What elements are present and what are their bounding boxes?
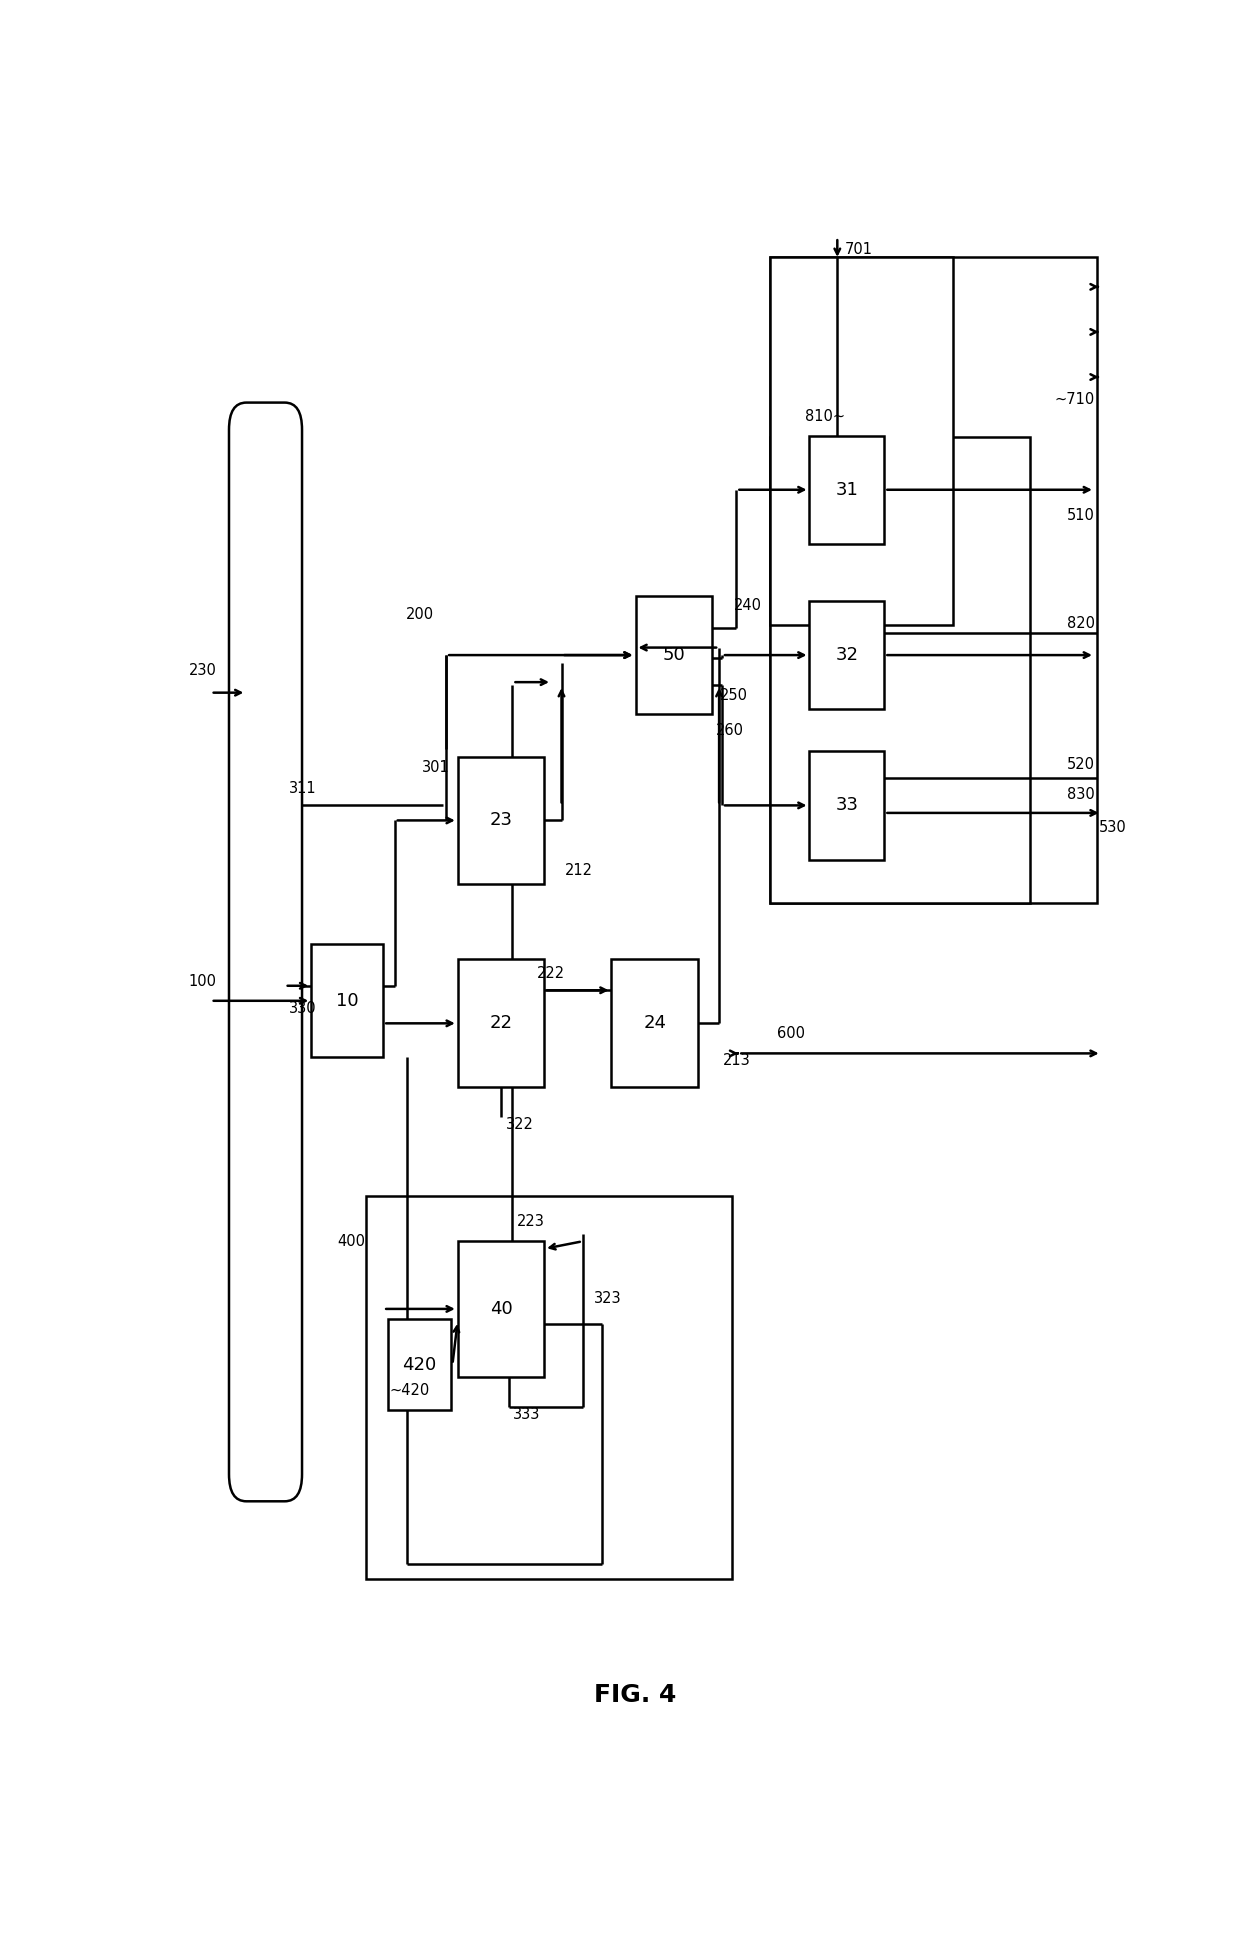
FancyBboxPatch shape [388,1320,450,1409]
Text: 250: 250 [720,689,748,703]
Text: 230: 230 [188,662,217,677]
Text: 510: 510 [1066,508,1095,523]
Text: 31: 31 [836,480,858,500]
Text: 600: 600 [776,1027,805,1040]
FancyBboxPatch shape [770,258,952,625]
Text: 301: 301 [422,761,449,775]
Text: 33: 33 [836,796,858,814]
Text: 213: 213 [723,1054,750,1068]
Text: ~710: ~710 [1054,392,1095,408]
FancyBboxPatch shape [229,402,303,1501]
FancyBboxPatch shape [367,1197,732,1579]
Text: 23: 23 [490,812,512,830]
Text: 240: 240 [734,597,761,613]
FancyBboxPatch shape [635,597,712,714]
Text: 223: 223 [517,1214,546,1230]
Text: 820: 820 [1066,617,1095,630]
Text: 311: 311 [289,781,316,796]
Text: 100: 100 [188,974,217,990]
Text: FIG. 4: FIG. 4 [594,1683,677,1708]
Text: 50: 50 [662,646,686,664]
Text: 260: 260 [717,722,744,738]
FancyBboxPatch shape [810,601,884,709]
Text: 323: 323 [594,1290,621,1306]
FancyBboxPatch shape [770,258,1096,904]
Text: 222: 222 [537,966,564,982]
Text: 701: 701 [844,242,873,258]
Text: 400: 400 [337,1234,366,1249]
Text: 520: 520 [1066,757,1095,773]
Text: 40: 40 [490,1300,512,1318]
FancyBboxPatch shape [458,757,544,884]
Text: 530: 530 [1099,820,1126,835]
FancyBboxPatch shape [770,437,1029,904]
Text: 333: 333 [512,1407,539,1421]
Text: 32: 32 [836,646,858,664]
Text: 10: 10 [336,992,358,1009]
FancyBboxPatch shape [458,960,544,1087]
FancyBboxPatch shape [810,435,884,545]
Text: 810~: 810~ [805,408,844,424]
Text: 24: 24 [644,1015,666,1033]
FancyBboxPatch shape [611,960,698,1087]
Text: 322: 322 [506,1117,533,1132]
FancyBboxPatch shape [810,752,884,859]
Text: ~420: ~420 [389,1382,430,1398]
FancyBboxPatch shape [311,945,383,1058]
Text: 420: 420 [402,1355,436,1374]
Text: 830: 830 [1068,787,1095,802]
Text: 200: 200 [405,607,434,623]
Text: 330: 330 [289,1001,316,1015]
FancyBboxPatch shape [458,1241,544,1376]
Text: 22: 22 [490,1015,512,1033]
Text: 212: 212 [565,863,594,878]
